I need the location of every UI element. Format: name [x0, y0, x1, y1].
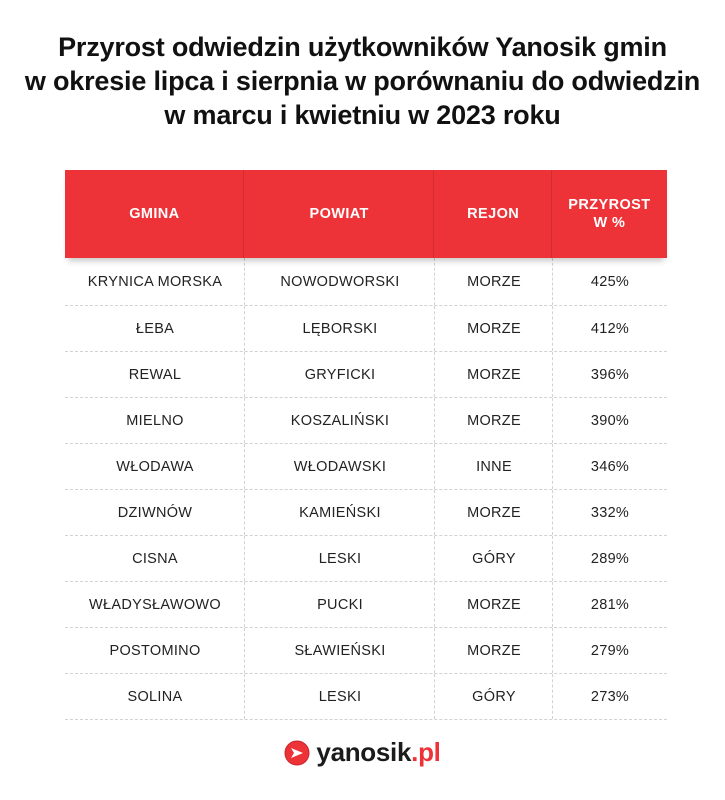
cell-powiat: GRYFICKI [245, 352, 435, 397]
cell-przyrost: 273% [590, 688, 630, 705]
header-powiat: POWIAT [245, 170, 435, 258]
cell-rejon: MORZE [435, 398, 553, 443]
cell-powiat: WŁODAWSKI [245, 444, 435, 489]
cell-powiat: KOSZALIŃSKI [245, 398, 435, 443]
cell-rejon: MORZE [435, 628, 553, 673]
cell-przyrost: 346% [590, 458, 630, 475]
table-row: KRYNICA MORSKA NOWODWORSKI MORZE 425% [65, 258, 667, 306]
cell-powiat: KAMIEŃSKI [245, 490, 435, 535]
cell-gmina: WŁODAWA [65, 444, 245, 489]
cell-rejon: INNE [435, 444, 553, 489]
cell-gmina: DZIWNÓW [65, 490, 245, 535]
yanosik-logo-icon [284, 740, 310, 765]
cell-przyrost: 332% [590, 504, 630, 521]
cell-gmina: POSTOMINO [65, 628, 245, 673]
cell-przyrost: 281% [590, 596, 630, 613]
cell-gmina: SOLINA [65, 674, 245, 719]
header-przyrost: PRZYROST W % [553, 170, 667, 258]
header-przyrost-line-2: W % [593, 215, 626, 231]
cell-powiat: LĘBORSKI [245, 306, 435, 351]
cell-powiat: PUCKI [245, 582, 435, 627]
table-row: MIELNO KOSZALIŃSKI MORZE 390% [65, 398, 667, 444]
logo-tld: .pl [411, 737, 441, 767]
title-line-2: w okresie lipca i sierpnia w porównaniu … [24, 66, 701, 96]
cell-przyrost: 396% [590, 366, 630, 383]
cell-gmina: REWAL [65, 352, 245, 397]
ranking-table: GMINA POWIAT REJON PRZYROST W % KRYNICA … [65, 170, 667, 720]
cell-przyrost: 279% [590, 642, 630, 659]
cell-rejon: GÓRY [435, 674, 553, 719]
cell-powiat: LESKI [245, 674, 435, 719]
cell-gmina: KRYNICA MORSKA [65, 258, 245, 305]
cell-rejon: MORZE [435, 352, 553, 397]
yanosik-logo: yanosik.pl [0, 737, 725, 768]
title-line-3: w marcu i kwietniu w 2023 roku [164, 100, 561, 130]
logo-name: yanosik [316, 737, 412, 767]
table-row: DZIWNÓW KAMIEŃSKI MORZE 332% [65, 490, 667, 536]
cell-gmina: MIELNO [65, 398, 245, 443]
cell-przyrost: 425% [590, 273, 630, 290]
table-body: KRYNICA MORSKA NOWODWORSKI MORZE 425% ŁE… [65, 258, 667, 720]
table-header: GMINA POWIAT REJON PRZYROST W % [65, 170, 667, 258]
cell-powiat: SŁAWIEŃSKI [245, 628, 435, 673]
title-line-1: Przyrost odwiedzin użytkowników Yanosik … [58, 32, 667, 62]
cell-przyrost: 289% [590, 550, 630, 567]
table-row: ŁEBA LĘBORSKI MORZE 412% [65, 306, 667, 352]
table-row: REWAL GRYFICKI MORZE 396% [65, 352, 667, 398]
cell-powiat: LESKI [245, 536, 435, 581]
cell-przyrost: 412% [590, 320, 630, 337]
cell-gmina: WŁADYSŁAWOWO [65, 582, 245, 627]
cell-rejon: MORZE [435, 306, 553, 351]
page-title: Przyrost odwiedzin użytkowników Yanosik … [0, 30, 725, 132]
table-row: CISNA LESKI GÓRY 289% [65, 536, 667, 582]
cell-rejon: GÓRY [435, 536, 553, 581]
header-rejon: REJON [435, 170, 553, 258]
cell-rejon: MORZE [435, 490, 553, 535]
table-row: WŁODAWA WŁODAWSKI INNE 346% [65, 444, 667, 490]
table-row: WŁADYSŁAWOWO PUCKI MORZE 281% [65, 582, 667, 628]
header-przyrost-line-1: PRZYROST [568, 197, 651, 213]
header-gmina: GMINA [65, 170, 245, 258]
cell-powiat: NOWODWORSKI [245, 258, 435, 305]
cell-gmina: CISNA [65, 536, 245, 581]
cell-przyrost: 390% [590, 412, 630, 429]
cell-rejon: MORZE [435, 582, 553, 627]
table-row: SOLINA LESKI GÓRY 273% [65, 674, 667, 720]
cell-rejon: MORZE [435, 258, 553, 305]
table-row: POSTOMINO SŁAWIEŃSKI MORZE 279% [65, 628, 667, 674]
cell-gmina: ŁEBA [65, 306, 245, 351]
